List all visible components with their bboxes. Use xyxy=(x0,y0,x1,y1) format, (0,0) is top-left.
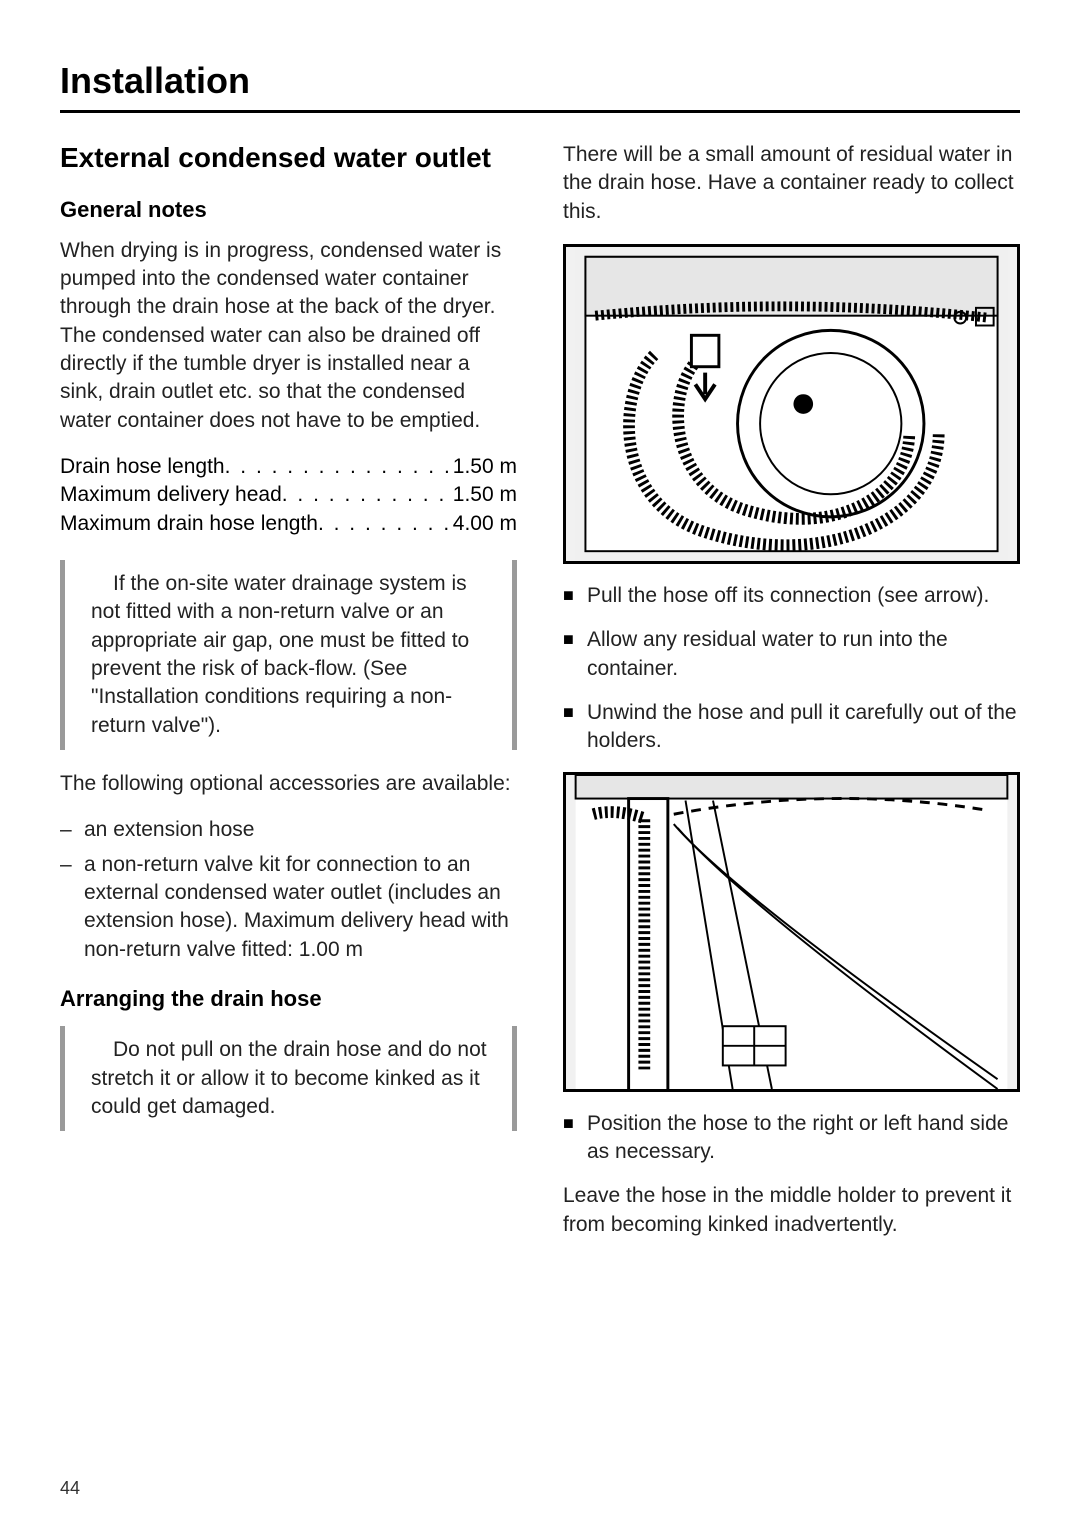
dash-icon: – xyxy=(60,816,84,844)
figure-hose-routing xyxy=(563,772,1020,1092)
step-item: ■ Pull the hose off its connection (see … xyxy=(563,582,1020,610)
step-item: ■ Position the hose to the right or left… xyxy=(563,1110,1020,1167)
general-notes-heading: General notes xyxy=(60,197,517,223)
list-item: – a non-return valve kit for connection … xyxy=(60,851,517,964)
list-text: an extension hose xyxy=(84,816,254,844)
spec-list: Drain hose length 1.50 m Maximum deliver… xyxy=(60,453,517,538)
right-column: There will be a small amount of residual… xyxy=(563,141,1020,1257)
step-text: Unwind the hose and pull it carefully ou… xyxy=(587,699,1020,756)
accessories-list: – an extension hose – a non-return valve… xyxy=(60,816,517,964)
list-item: – an extension hose xyxy=(60,816,517,844)
callout-text: If the on-site water drainage system is … xyxy=(91,570,498,740)
step-text: Allow any residual water to run into the… xyxy=(587,626,1020,683)
spec-label: Drain hose length xyxy=(60,453,225,481)
spec-value: 4.00 m xyxy=(453,510,517,538)
callout-text: Do not pull on the drain hose and do not… xyxy=(91,1036,498,1121)
bullet-icon: ■ xyxy=(563,582,587,610)
spec-dots xyxy=(282,481,453,509)
spec-value: 1.50 m xyxy=(453,453,517,481)
step-item: ■ Allow any residual water to run into t… xyxy=(563,626,1020,683)
figure2-svg xyxy=(566,775,1017,1089)
figure1-svg xyxy=(566,247,1017,561)
step-text: Position the hose to the right or left h… xyxy=(587,1110,1020,1167)
spec-dots xyxy=(225,453,453,481)
general-notes-text: When drying is in progress, condensed wa… xyxy=(60,237,517,435)
accessories-intro: The following optional accessories are a… xyxy=(60,770,517,798)
spec-row: Maximum delivery head 1.50 m xyxy=(60,481,517,509)
page-title: Installation xyxy=(60,60,1020,113)
content-columns: External condensed water outlet General … xyxy=(60,141,1020,1257)
spec-label: Maximum drain hose length xyxy=(60,510,318,538)
step-item: ■ Unwind the hose and pull it carefully … xyxy=(563,699,1020,756)
list-text: a non-return valve kit for connection to… xyxy=(84,851,517,964)
bullet-icon: ■ xyxy=(563,1110,587,1167)
spec-dots xyxy=(318,510,453,538)
closing-text: Leave the hose in the middle holder to p… xyxy=(563,1182,1020,1239)
arranging-heading: Arranging the drain hose xyxy=(60,986,517,1012)
bullet-icon: ■ xyxy=(563,626,587,683)
left-column: External condensed water outlet General … xyxy=(60,141,517,1257)
dash-icon: – xyxy=(60,851,84,964)
page: Installation External condensed water ou… xyxy=(0,0,1080,1529)
callout-warning: If the on-site water drainage system is … xyxy=(60,560,517,750)
bullet-icon: ■ xyxy=(563,699,587,756)
spec-row: Maximum drain hose length 4.00 m xyxy=(60,510,517,538)
spec-label: Maximum delivery head xyxy=(60,481,282,509)
callout-warning: Do not pull on the drain hose and do not… xyxy=(60,1026,517,1131)
section-subtitle: External condensed water outlet xyxy=(60,141,517,175)
figure-hose-connection xyxy=(563,244,1020,564)
page-number: 44 xyxy=(60,1478,80,1499)
intro-text: There will be a small amount of residual… xyxy=(563,141,1020,226)
spec-value: 1.50 m xyxy=(453,481,517,509)
spec-row: Drain hose length 1.50 m xyxy=(60,453,517,481)
step-text: Pull the hose off its connection (see ar… xyxy=(587,582,989,610)
